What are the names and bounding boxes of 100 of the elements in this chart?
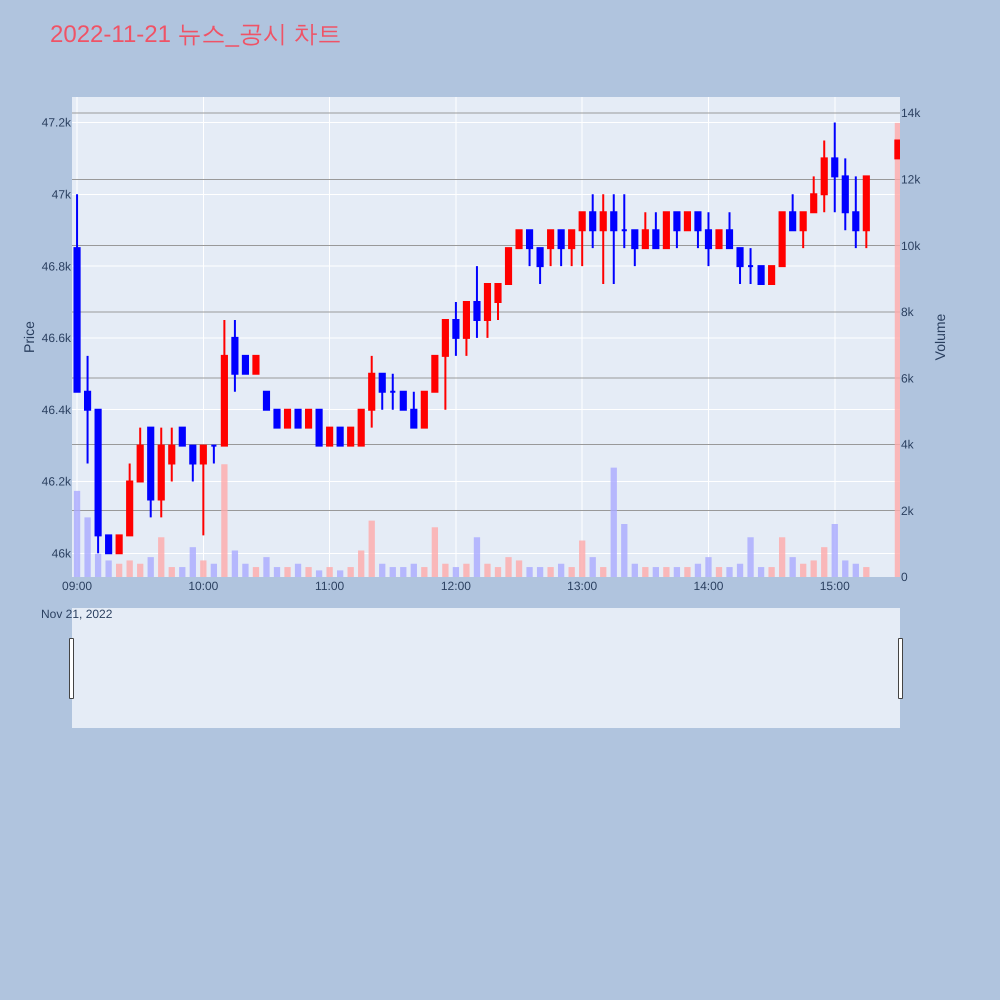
- bar: [579, 540, 586, 577]
- candlestick: [462, 301, 470, 357]
- candlestick: [894, 139, 900, 160]
- y-axis-title: Price: [21, 320, 37, 353]
- candlestick: [547, 229, 554, 268]
- candlestick: [304, 408, 312, 429]
- bar: [632, 564, 638, 577]
- y-tick-label: 47.2k: [42, 116, 72, 130]
- y-tick-label: 46.2k: [42, 474, 72, 489]
- bar: [410, 564, 417, 577]
- candlestick: [210, 444, 218, 465]
- x-tick-label: 13:00: [567, 579, 598, 593]
- candlestick: [862, 175, 870, 250]
- bar: [116, 564, 122, 577]
- bar: [747, 537, 754, 577]
- candlestick: [326, 426, 334, 447]
- candlestick: [810, 175, 818, 214]
- bar: [74, 490, 80, 577]
- y2-tick-label: 0: [901, 570, 908, 584]
- candlestick: [526, 229, 534, 268]
- candlestick: [600, 193, 607, 286]
- bar: [832, 524, 838, 577]
- bar: [168, 567, 175, 577]
- x-tick-label: 14:00: [693, 579, 724, 593]
- bar: [652, 567, 660, 577]
- text: Nov 21, 2022: [41, 607, 113, 621]
- bar: [547, 567, 554, 577]
- bar: [810, 560, 817, 577]
- candlestick: [578, 211, 586, 268]
- candlestick: [652, 211, 660, 250]
- bar: [610, 468, 617, 577]
- bar: [379, 564, 386, 577]
- bar: [84, 517, 91, 577]
- y2-tick-label: 12k: [901, 172, 922, 186]
- candlestick: [504, 247, 512, 286]
- candlestick: [558, 229, 565, 268]
- x-tick-label: 15:00: [820, 579, 850, 593]
- candlestick: [610, 193, 618, 286]
- y2-tick-label: 2k: [901, 504, 915, 518]
- bar: [568, 567, 575, 577]
- bar: [432, 527, 438, 577]
- candlestick: [400, 390, 407, 411]
- bar: [716, 567, 722, 577]
- candlestick: [126, 462, 134, 536]
- bar: [474, 537, 480, 577]
- bar: [200, 560, 206, 577]
- bar: [242, 564, 249, 577]
- bar: [758, 567, 764, 577]
- candlestick: [336, 426, 344, 447]
- candlestick: [200, 444, 207, 536]
- candlestick: [642, 211, 649, 250]
- candlestick: [116, 534, 123, 554]
- candlestick: [252, 354, 260, 375]
- candlestick: [136, 426, 144, 482]
- candlestick: [746, 247, 754, 286]
- bar: [842, 560, 848, 577]
- candlestick: [568, 229, 576, 268]
- x-tick-label: 10:00: [188, 579, 219, 593]
- bar: [852, 564, 859, 577]
- candlestick: [442, 318, 449, 411]
- bar: [190, 547, 196, 577]
- y-tick-label: 46.8k: [42, 259, 72, 274]
- bar: [505, 557, 512, 577]
- candlestick: [800, 211, 807, 250]
- bar: [158, 537, 164, 577]
- candlestick: [768, 265, 776, 286]
- candlestick: [494, 283, 502, 321]
- candlestick: [662, 211, 670, 250]
- bar: [368, 520, 375, 577]
- bar: [390, 567, 396, 577]
- x-tick-label: 09:00: [62, 579, 92, 593]
- y-tick-label: 47k: [52, 187, 72, 202]
- candlestick: [242, 354, 250, 375]
- bar: [516, 560, 522, 577]
- candlestick: [694, 211, 702, 250]
- bar: [348, 567, 354, 577]
- bar: [148, 557, 154, 577]
- candlestick: [316, 408, 323, 447]
- candlestick: [684, 211, 691, 232]
- bar: [400, 567, 406, 577]
- candlestick: [820, 139, 828, 214]
- candlestick: [736, 247, 744, 286]
- candlestick: [410, 390, 418, 429]
- bar: [484, 564, 491, 577]
- candlestick: [262, 390, 270, 411]
- bar: [778, 537, 786, 577]
- candlestick: [147, 426, 154, 518]
- y2-tick-label: 10k: [901, 238, 922, 253]
- bar: [179, 567, 186, 577]
- candlestick: [158, 426, 165, 518]
- x-tick-label: 11:00: [315, 579, 345, 593]
- candlestick: [273, 408, 281, 429]
- bar: [863, 567, 870, 577]
- bar: [674, 567, 680, 577]
- bar: [274, 567, 280, 577]
- y2-tick-label: 4k: [901, 438, 915, 452]
- candlestick: [431, 354, 438, 393]
- bar: [305, 567, 312, 577]
- bar: [600, 567, 606, 577]
- bar: [894, 122, 900, 577]
